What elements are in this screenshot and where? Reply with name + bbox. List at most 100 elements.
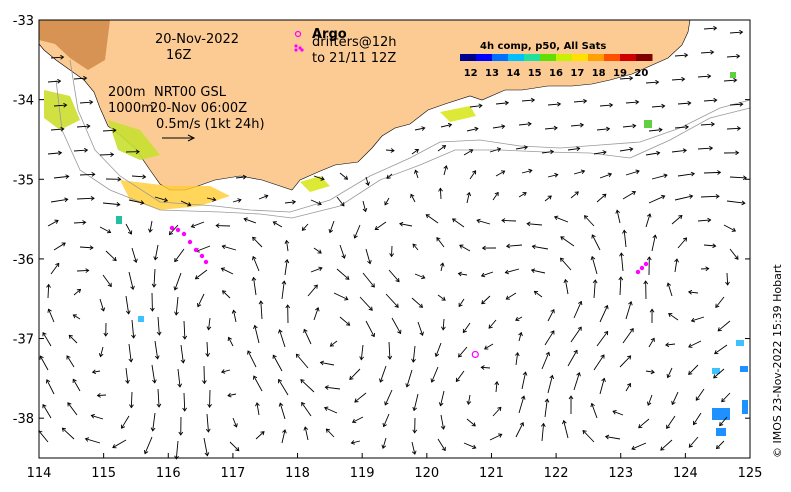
current-arrow [50,126,65,132]
current-arrow [391,317,402,335]
current-arrow [278,329,286,348]
colorbar-label: 16 [549,68,563,79]
current-arrow [466,394,472,405]
current-arrow [156,316,162,336]
current-arrow [73,75,88,81]
current-arrow [72,314,81,320]
current-arrow [459,244,471,252]
lon-tick-label: 123 [608,466,633,481]
current-arrow [67,402,78,416]
current-arrow [105,176,122,182]
current-arrow [182,392,188,412]
argo-legend-label: Argo [312,27,347,42]
argo-float-marker[interactable] [471,350,479,359]
current-arrow [559,257,572,271]
current-arrow [47,78,62,84]
current-arrow [553,215,569,223]
current-arrow [494,381,500,393]
current-arrow [328,220,335,234]
current-arrow [495,100,510,106]
current-arrow [66,355,75,368]
current-arrow [90,413,104,420]
current-arrow [622,229,627,248]
current-arrow [374,221,387,230]
current-arrow [645,79,660,85]
current-arrow [301,223,309,231]
current-arrow [50,197,69,203]
current-arrow [596,330,609,347]
current-arrow [365,176,370,186]
current-arrow [547,374,555,394]
current-arrow [671,391,679,406]
current-arrow [336,268,350,280]
current-arrow [128,271,135,291]
current-arrow [518,192,527,198]
current-arrow [319,360,335,366]
current-arrow [531,244,549,250]
current-arrow [173,272,182,291]
lat-tick-label: -35 [13,173,34,188]
current-arrow [99,298,106,312]
drifter-legend-icon [294,44,304,52]
current-arrow [492,406,502,417]
current-arrow [131,174,147,180]
current-arrow [386,173,393,179]
current-arrow [61,427,75,440]
current-arrow [625,300,633,320]
drifters-to-label: to 21/11 12Z [312,51,396,66]
current-arrow [526,221,543,227]
current-arrow [112,439,127,449]
current-arrow [102,127,117,133]
current-arrow [674,194,694,201]
colorbar-swatch [492,54,509,61]
current-arrow [646,256,652,276]
current-arrow [697,217,712,223]
current-arrow [351,416,364,424]
current-arrow [76,123,91,129]
current-arrow [384,197,390,206]
current-arrow [649,308,655,324]
current-arrow [180,200,192,207]
current-arrow [643,280,649,300]
current-arrow [278,378,289,396]
current-arrow [125,295,131,315]
current-arrow [646,394,653,406]
current-arrow [492,124,506,129]
current-arrow [255,431,265,440]
current-arrow [544,330,555,346]
lon-tick-label: 120 [414,466,439,481]
current-arrow [717,320,731,332]
current-arrow [648,194,666,204]
current-arrow [411,297,424,308]
current-arrow [714,344,728,355]
current-arrow [504,268,520,275]
current-arrow [76,195,95,201]
current-arrow [79,245,94,251]
current-arrow [544,125,558,131]
current-arrow [247,350,257,368]
current-arrow [215,223,231,228]
current-arrow [436,237,445,248]
lon-tick-label: 119 [350,466,375,481]
current-arrow [128,199,145,205]
lon-tick-label: 114 [27,466,52,481]
colorbar-label: 20 [634,68,648,79]
current-arrow [618,276,624,296]
scale-arrow [162,134,196,142]
current-arrow [156,388,162,408]
current-arrow [50,54,65,60]
current-arrow [42,331,52,347]
current-arrow [458,298,465,308]
current-arrow [437,145,447,152]
lat-tick-label: -36 [13,253,34,268]
current-arrow [688,436,699,448]
current-arrow [599,102,614,108]
colorbar-label: 19 [613,68,627,79]
current-arrow [73,220,87,225]
current-arrow [148,220,153,233]
current-arrow [489,433,503,441]
current-arrow [281,280,287,300]
colorbar-swatch [620,54,637,61]
current-arrow [120,415,130,429]
current-arrow [174,248,185,263]
